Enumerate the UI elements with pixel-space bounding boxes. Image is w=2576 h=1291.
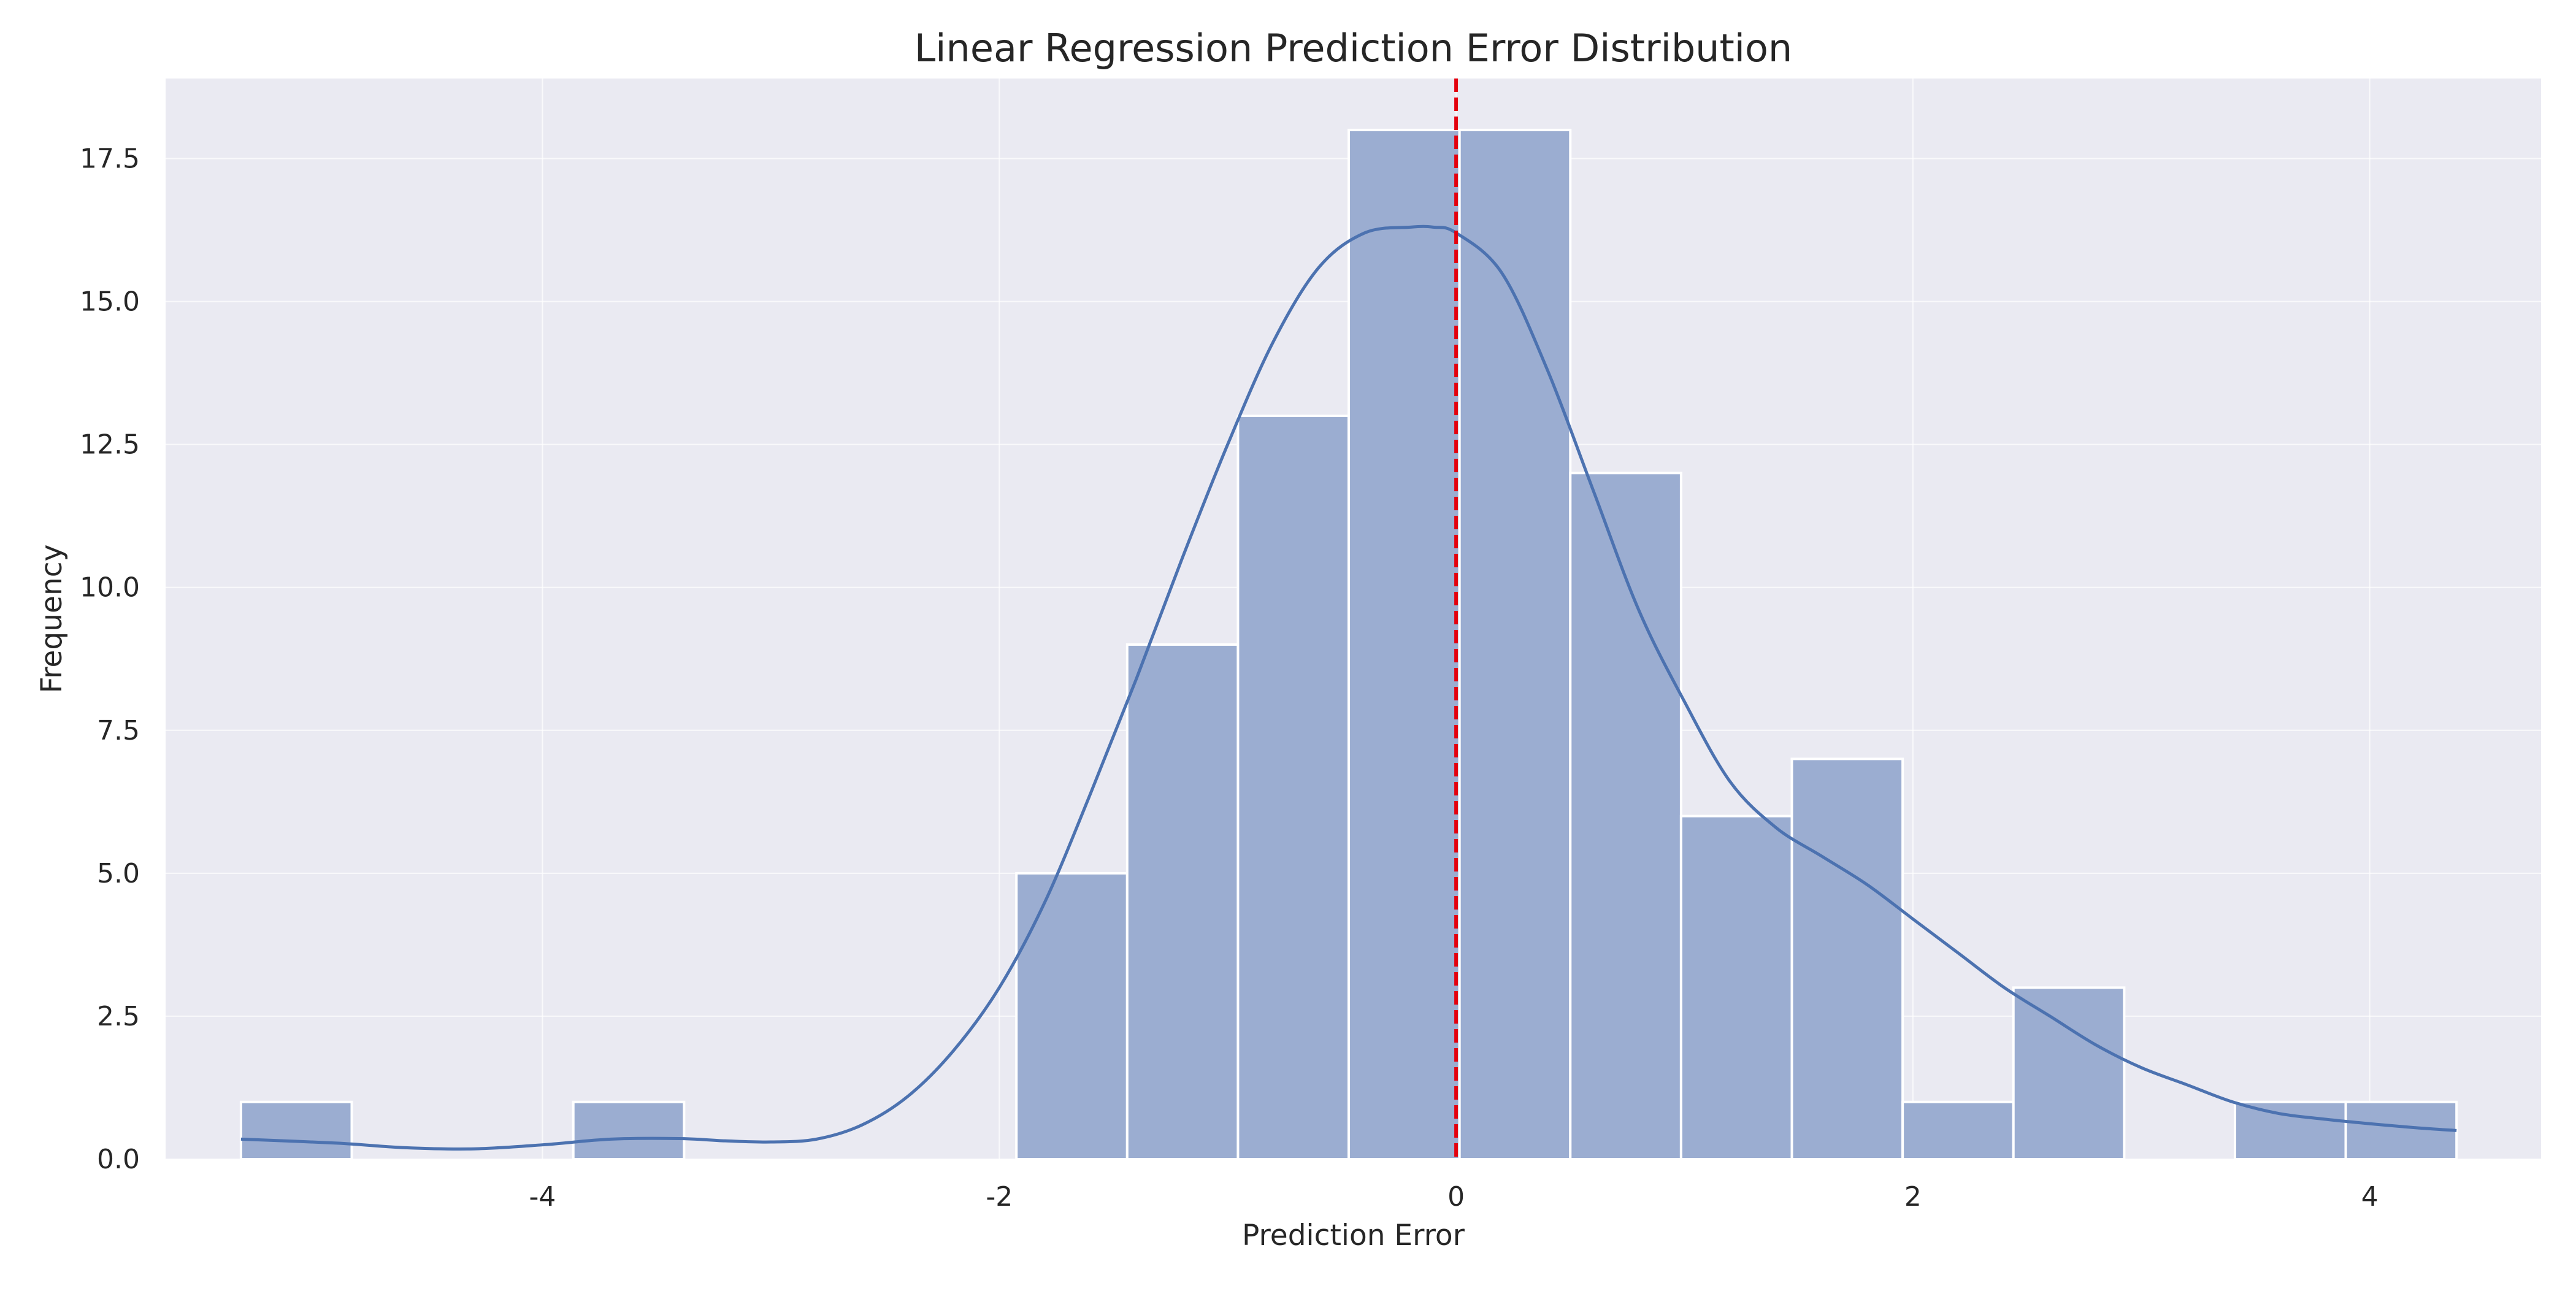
histogram-bar <box>1015 872 1129 1160</box>
y-tick-label: 17.5 <box>80 144 140 175</box>
x-axis-ticks: -4 -2 0 2 4 <box>529 1181 2379 1212</box>
x-tick-label: 4 <box>2361 1181 2379 1212</box>
histogram-bar <box>239 1100 353 1160</box>
y-tick-label: 0.0 <box>97 1144 140 1175</box>
kde-curve <box>240 224 2457 1151</box>
y-tick-label: 2.5 <box>97 1001 140 1032</box>
y-tick-label: 5.0 <box>97 858 140 889</box>
x-tick-label: 2 <box>1904 1181 1922 1212</box>
histogram-bar <box>1901 1100 2015 1160</box>
histogram-bar <box>1125 643 1240 1160</box>
histogram-bar <box>2233 1100 2347 1160</box>
x-axis-label: Prediction Error <box>1242 1219 1465 1252</box>
histogram-bar <box>1236 415 1351 1160</box>
y-tick-label: 15.0 <box>80 286 140 318</box>
x-tick-label: -2 <box>986 1181 1013 1212</box>
y-tick-label: 7.5 <box>97 715 140 746</box>
x-tick-label: 0 <box>1447 1181 1465 1212</box>
chart-title: Linear Regression Prediction Error Distr… <box>914 26 1792 71</box>
y-tick-label: 10.0 <box>80 572 140 603</box>
histogram-bar <box>1347 128 1461 1160</box>
y-tick-label: 12.5 <box>80 429 140 461</box>
y-axis-label: Frequency <box>35 545 69 694</box>
histogram-bars <box>239 128 2458 1161</box>
histogram-bar <box>1790 757 1904 1160</box>
histogram-bar <box>1569 472 1682 1160</box>
histogram-bar <box>572 1100 686 1160</box>
x-tick-label: -4 <box>529 1181 556 1212</box>
kde-line <box>240 224 2457 1151</box>
histogram-bar <box>1458 128 1572 1160</box>
histogram-bar <box>2012 986 2126 1161</box>
histogram-bar <box>1679 814 1793 1160</box>
y-axis-ticks: 0.0 2.5 5.0 7.5 10.0 12.5 15.0 17.5 <box>80 144 140 1175</box>
